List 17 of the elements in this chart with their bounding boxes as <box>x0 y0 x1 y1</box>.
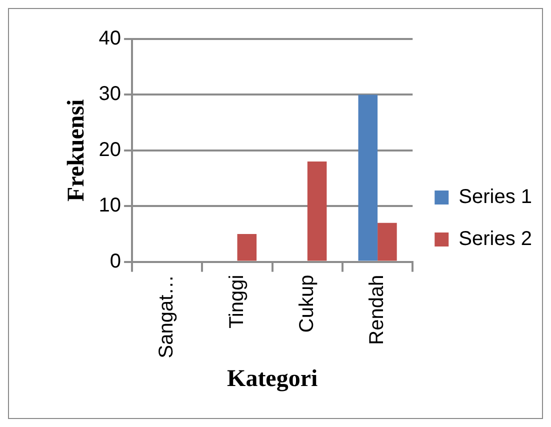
x-tick-label: Tinggi <box>226 274 248 329</box>
x-tick-label: Sangat… <box>156 274 178 358</box>
bar <box>378 222 397 261</box>
legend-label: Series 1 <box>458 186 532 208</box>
y-tick-label: 0 <box>110 250 122 272</box>
bar <box>307 162 327 261</box>
x-tick-label: Rendah <box>366 274 388 345</box>
y-tick-label: 20 <box>98 138 122 161</box>
bar <box>237 234 257 261</box>
x-axis-title: Kategori <box>227 366 318 392</box>
x-tick-label: Cukup <box>296 274 318 333</box>
legend-label: Series 2 <box>458 228 532 250</box>
y-tick-label: 30 <box>98 83 122 106</box>
y-axis-title: Frekuensi <box>64 98 90 202</box>
y-tick-label: 10 <box>98 194 122 217</box>
y-tick-label: 40 <box>98 28 122 50</box>
bar <box>358 94 378 261</box>
